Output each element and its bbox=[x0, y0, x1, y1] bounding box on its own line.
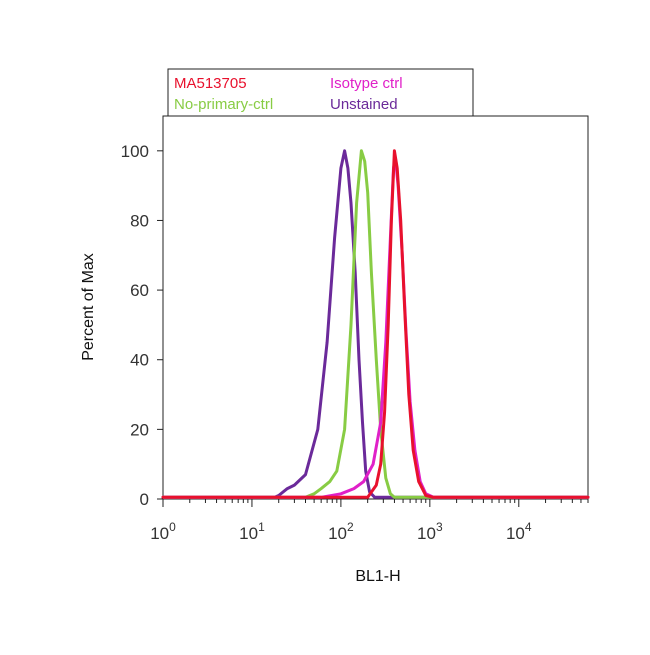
legend-entry: Isotype ctrl bbox=[330, 75, 403, 92]
x-tick-label: 102 bbox=[328, 520, 354, 543]
x-tick-label: 103 bbox=[417, 520, 443, 543]
series-line-no-primary-ctrl bbox=[161, 149, 590, 499]
x-tick-label: 104 bbox=[506, 520, 532, 543]
plot-area bbox=[161, 115, 590, 500]
y-tick-label: 40 bbox=[130, 351, 149, 370]
y-tick-label: 60 bbox=[130, 281, 149, 300]
legend-entry: No-primary-ctrl bbox=[174, 96, 273, 113]
legend-box bbox=[167, 68, 474, 117]
series-line-ma513705 bbox=[161, 149, 590, 499]
legend-entry: MA513705 bbox=[174, 75, 247, 92]
y-tick-label: 80 bbox=[130, 211, 149, 230]
x-axis-title: BL1-H bbox=[355, 568, 400, 585]
legend: MA513705 Isotype ctrl No-primary-ctrl Unsta… bbox=[167, 68, 474, 117]
x-tick-label: 100 bbox=[150, 520, 176, 543]
legend-entry: Unstained bbox=[330, 96, 398, 113]
y-tick-label: 0 bbox=[140, 490, 149, 509]
series-line-unstained bbox=[161, 149, 590, 499]
y-tick-label: 100 bbox=[121, 142, 149, 161]
plot-frame bbox=[162, 115, 589, 500]
y-axis: 0 20 40 60 80 100 bbox=[121, 142, 163, 509]
y-axis-title: Percent of Max bbox=[80, 253, 97, 361]
x-axis: 100 101 102 103 104 bbox=[150, 499, 589, 543]
y-tick-label: 20 bbox=[130, 420, 149, 439]
x-tick-label: 101 bbox=[239, 520, 265, 543]
